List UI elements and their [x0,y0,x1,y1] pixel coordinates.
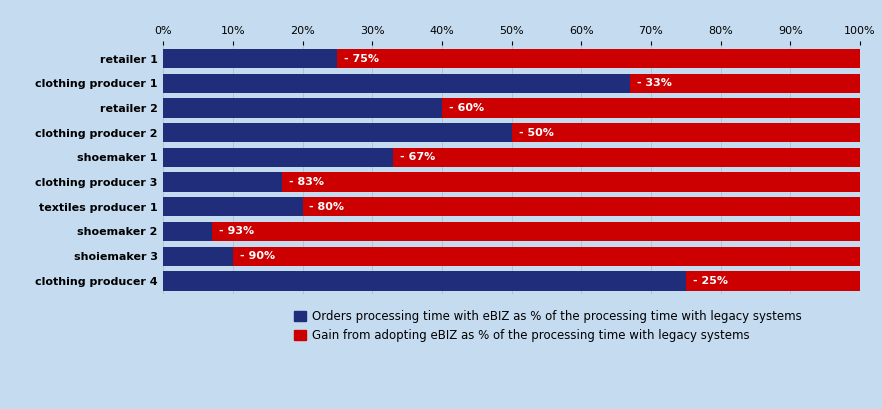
Bar [163,74,630,93]
Text: - 93%: - 93% [219,227,254,236]
Bar [393,148,860,167]
Bar [163,49,337,68]
Bar [163,148,393,167]
Bar [163,222,212,241]
Text: - 33%: - 33% [637,78,672,88]
Bar [163,247,233,266]
Bar [163,197,303,216]
Text: - 90%: - 90% [240,251,275,261]
Bar [212,222,860,241]
Text: - 75%: - 75% [344,54,379,63]
Text: - 83%: - 83% [288,177,324,187]
Bar [686,271,860,290]
Text: - 60%: - 60% [449,103,484,113]
Bar [281,173,860,192]
Bar [303,197,860,216]
Bar [163,98,442,118]
Bar [163,271,686,290]
Text: - 67%: - 67% [400,153,436,162]
Text: - 80%: - 80% [310,202,345,212]
Bar [163,123,512,142]
Legend: Orders processing time with eBIZ as % of the processing time with legacy systems: Orders processing time with eBIZ as % of… [295,310,802,342]
Bar [512,123,860,142]
Bar [233,247,860,266]
Bar [442,98,860,118]
Bar [163,173,281,192]
Bar [337,49,860,68]
Text: - 25%: - 25% [692,276,728,286]
Text: - 50%: - 50% [519,128,553,138]
Bar [630,74,860,93]
